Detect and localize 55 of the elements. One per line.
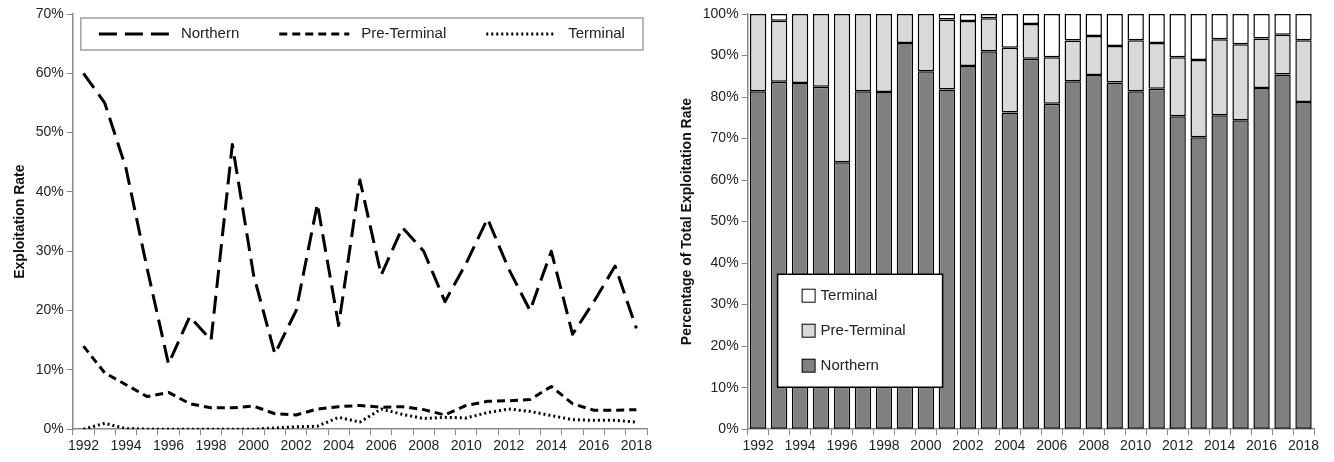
x-tick-label: 2006: [1036, 437, 1068, 454]
y-tick-label: 20%: [710, 337, 739, 354]
x-tick-label: 2004: [323, 437, 355, 454]
y-axis-title: Exploitation Rate: [11, 164, 28, 279]
legend-label: Northern: [820, 355, 879, 373]
x-tick-label: 1994: [784, 437, 816, 454]
x-tick-label: 1996: [826, 437, 858, 454]
x-tick-label: 2016: [1245, 437, 1278, 454]
x-tick-label: 2008: [1078, 437, 1110, 454]
y-tick-label: 50%: [710, 212, 739, 229]
y-axis-title: Percentage of Total Exploitation Rate: [678, 97, 695, 346]
y-tick-label: 50%: [35, 123, 64, 140]
x-tick-label: 2018: [1287, 437, 1320, 454]
y-tick-label: 10%: [35, 360, 64, 377]
x-tick-label: 1996: [152, 437, 185, 454]
x-tick-label: 2012: [493, 437, 525, 454]
y-tick-label: 0%: [718, 420, 739, 437]
y-tick-label: 40%: [710, 253, 739, 270]
y-tick-label: 70%: [710, 129, 739, 146]
legend-label: Pre-Terminal: [820, 320, 906, 338]
x-tick-label: 2012: [1162, 437, 1194, 454]
y-tick-label: 0%: [43, 420, 64, 437]
y-tick-label: 90%: [710, 46, 739, 63]
x-tick-label: 2008: [408, 437, 440, 454]
x-tick-label: 1998: [195, 437, 227, 454]
y-tick-label: 100%: [702, 4, 739, 21]
x-tick-label: 2002: [280, 437, 312, 454]
y-tick-label: 70%: [35, 4, 64, 21]
y-tick-label: 10%: [710, 378, 739, 395]
x-tick-label: 1994: [110, 437, 142, 454]
x-tick-label: 2016: [578, 437, 610, 454]
x-tick-label: 2014: [535, 437, 568, 454]
y-tick-label: 60%: [710, 170, 739, 187]
x-tick-label: 2010: [450, 437, 483, 454]
x-tick-label: 2004: [994, 437, 1026, 454]
x-tick-label: 1992: [742, 437, 774, 454]
legend-label: Terminal: [820, 285, 878, 303]
y-tick-label: 40%: [35, 182, 64, 199]
y-tick-label: 20%: [35, 301, 64, 318]
x-tick-label: 2000: [910, 437, 942, 454]
y-tick-label: 30%: [35, 242, 64, 259]
legend-label: Pre-Terminal: [361, 24, 447, 42]
x-tick-label: 1992: [67, 437, 100, 454]
x-tick-label: 2002: [952, 437, 984, 454]
y-tick-label: 60%: [35, 64, 64, 81]
legend-label: Northern: [180, 24, 240, 42]
x-tick-label: 2000: [238, 437, 270, 454]
x-tick-label: 2014: [1204, 437, 1236, 454]
x-tick-label: 2010: [1120, 437, 1152, 454]
legend-label: Terminal: [568, 24, 625, 42]
y-tick-label: 30%: [710, 295, 739, 312]
x-tick-label: 2018: [620, 437, 653, 454]
x-tick-label: 2006: [365, 437, 397, 454]
y-tick-label: 80%: [710, 87, 739, 104]
x-tick-label: 1998: [868, 437, 900, 454]
